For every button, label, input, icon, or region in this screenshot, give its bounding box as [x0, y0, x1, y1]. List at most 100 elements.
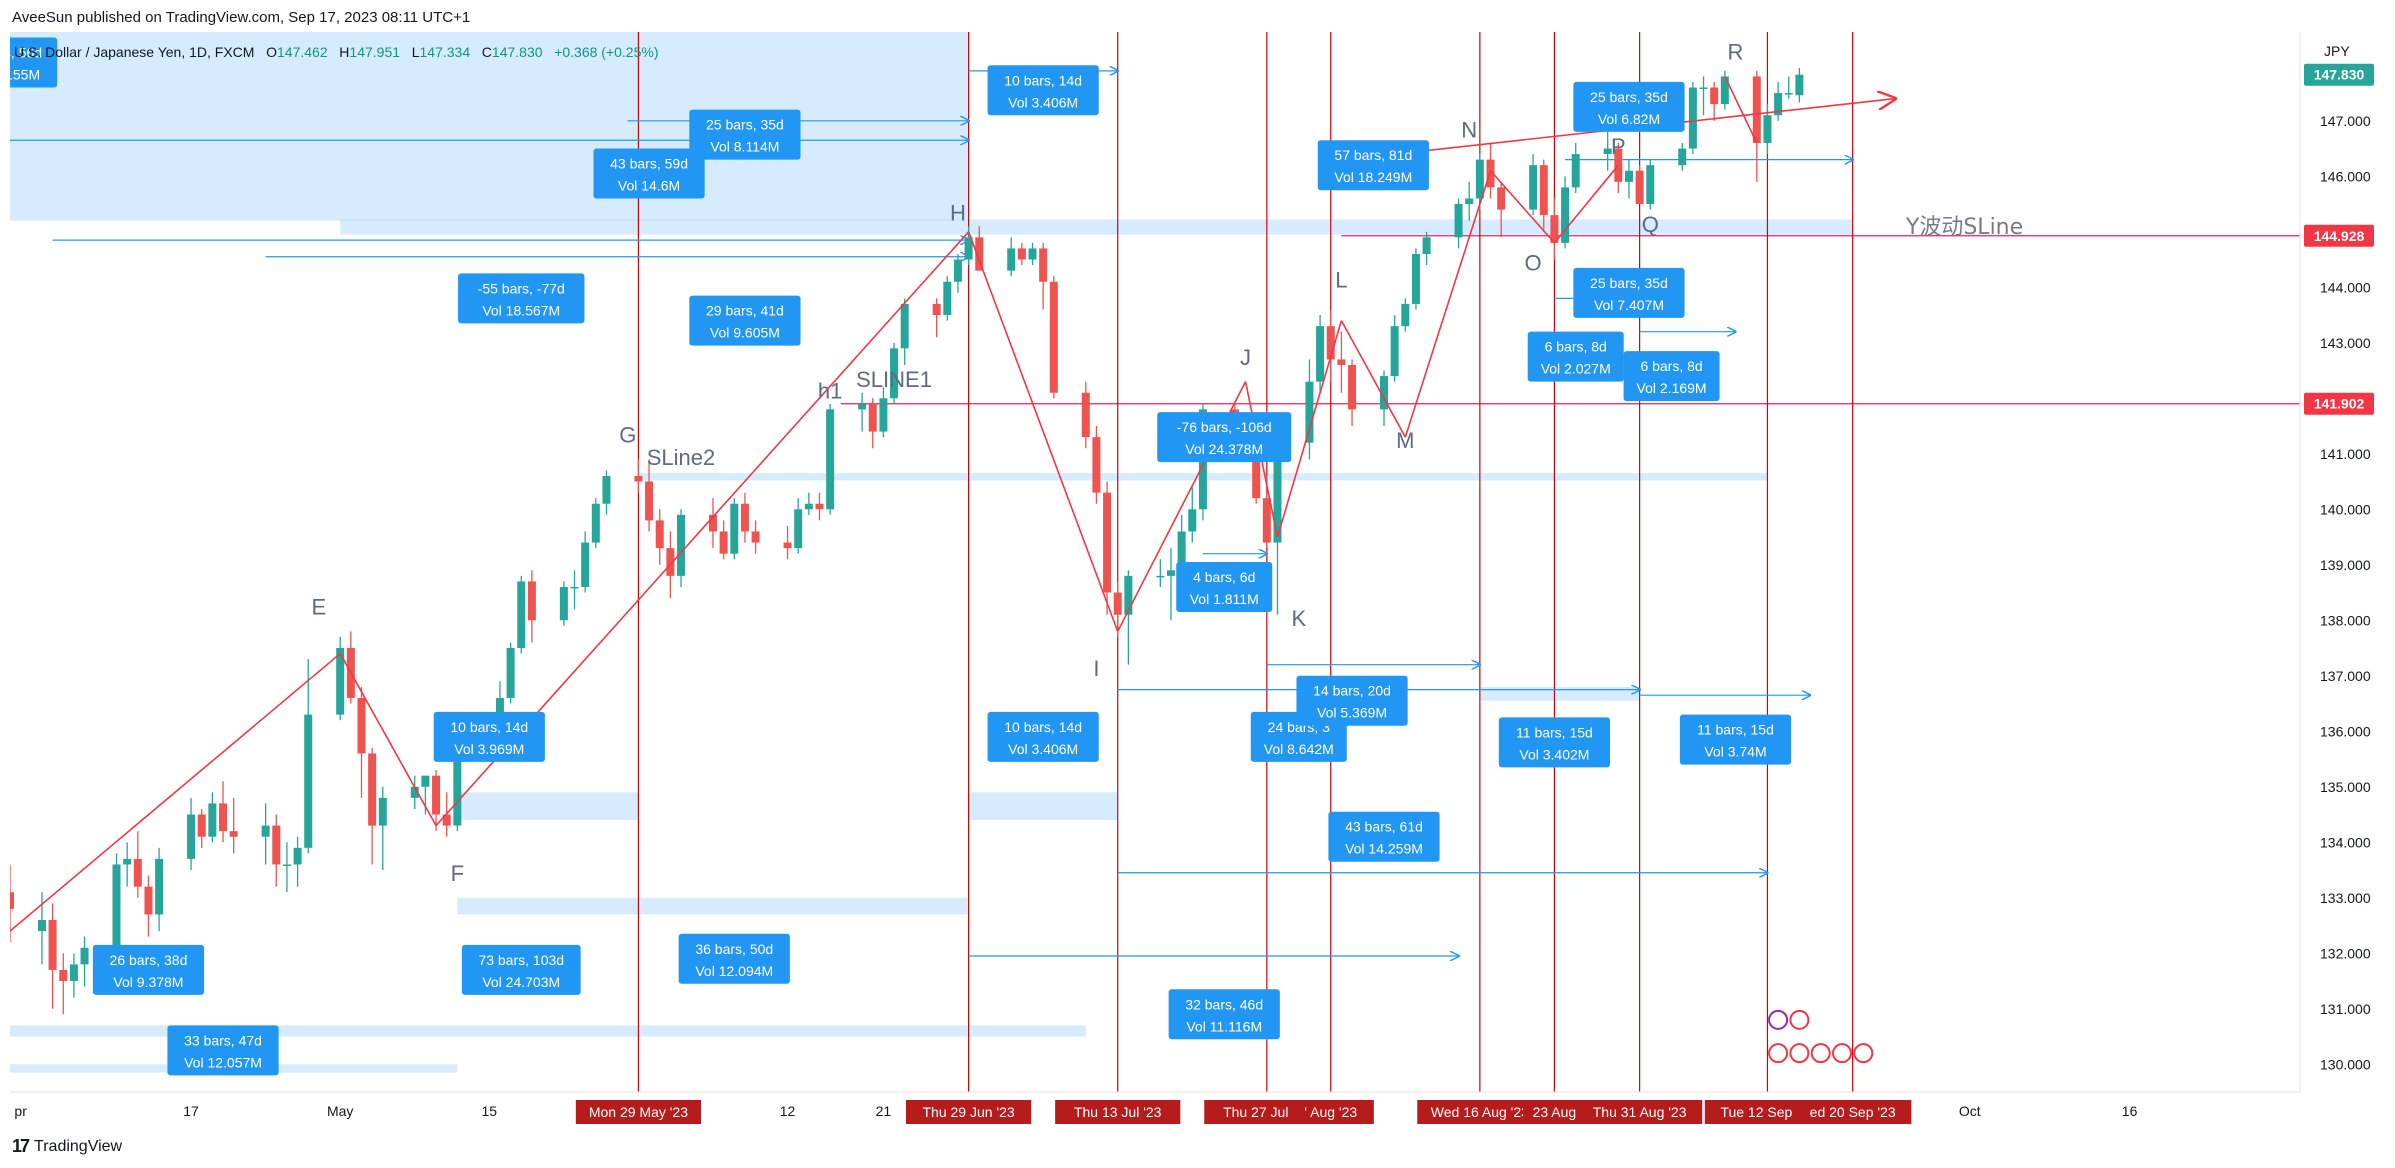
measure-label-line1: 25 bars, 35d	[706, 117, 784, 133]
candle-body	[1752, 76, 1761, 143]
price-tag-label: 144.928	[2314, 228, 2365, 244]
legend-close: 147.830	[491, 44, 543, 60]
candle-body	[1603, 148, 1612, 155]
point-label: SLINE1	[856, 367, 932, 392]
trend-line	[1724, 76, 1758, 144]
candlestick-chart[interactable]: Y波动SLine E F G SLine2 h1 SLINE1 H I J K L M N O P Q R 10 b…	[10, 32, 2385, 1126]
measure-label-line1: 26 bars, 38d	[110, 952, 188, 968]
candle-body	[815, 503, 824, 510]
candle-body	[868, 403, 877, 432]
measure-label-line2: Vol 9.605M	[710, 325, 780, 341]
measure-label-box	[167, 1025, 279, 1076]
measure-label-line2: Vol 1.811M	[1190, 591, 1259, 607]
point-label: Q	[1642, 212, 1659, 237]
y-tick-label: 138.000	[2320, 612, 2371, 628]
measure-label-box	[458, 273, 585, 324]
measure-label-line1: 36 bars, 50d	[695, 941, 773, 957]
measure-label-line2: Vol 8.114M	[710, 139, 779, 155]
measure-label-line1: 43 bars, 61d	[1345, 819, 1423, 835]
candle-body	[1039, 248, 1048, 282]
price-tag-label: 141.902	[2314, 396, 2365, 412]
measure-label-line2: Vol 7.407M	[1594, 297, 1664, 313]
candle-body	[69, 964, 78, 982]
candle-body	[336, 648, 345, 715]
candle-body	[581, 542, 590, 587]
candle-body	[1624, 170, 1633, 182]
measure-label-line2: Vol 2.027M	[1541, 361, 1611, 377]
candle-body	[1156, 575, 1165, 578]
y-tick-label: 146.000	[2320, 168, 2371, 184]
candle-body	[1454, 204, 1463, 238]
y-tick-label: 135.000	[2320, 779, 2371, 795]
legend-symbol: U.S. Dollar / Japanese Yen, 1D, FXCM	[14, 44, 255, 60]
event-icon	[1853, 1043, 1874, 1064]
candle-body	[879, 398, 888, 432]
measure-label-line2: Vol 14.6M	[618, 178, 680, 194]
point-label: F	[451, 861, 464, 886]
event-icon	[1768, 1009, 1789, 1030]
measure-label-box	[1573, 267, 1685, 318]
candle-body	[37, 919, 46, 932]
level-label: Y波动SLine	[1905, 215, 2023, 240]
measure-label-box	[1176, 561, 1273, 612]
ohlc-legend: U.S. Dollar / Japanese Yen, 1D, FXCM O14…	[14, 44, 658, 60]
candle-body	[1092, 437, 1101, 493]
trend-line	[339, 653, 437, 827]
measure-label-line1: -55 bars, -77d	[478, 280, 565, 296]
candle-body	[740, 503, 749, 532]
y-tick-label: 134.000	[2320, 834, 2371, 850]
candle-body	[1273, 442, 1282, 543]
measure-label-line2: Vol 12.094M	[695, 963, 773, 979]
candle-body	[964, 237, 973, 260]
brand-name: TradingView	[34, 1137, 123, 1155]
candle-body	[48, 919, 57, 970]
measure-label-line2: Vol 12.057M	[184, 1054, 262, 1070]
measure-label-line2: Vol 8.642M	[1264, 741, 1334, 757]
candle-body	[1646, 165, 1655, 205]
date-tag-label: Tue 12 Sep '23	[1720, 1104, 1814, 1120]
measure-label-line1: 6 bars, 8d	[1545, 339, 1607, 355]
trend-line	[1404, 170, 1492, 438]
candle-body	[804, 503, 813, 510]
candle-body	[1497, 187, 1506, 210]
measure-label-line2: Vol 6.82M	[1598, 111, 1660, 127]
candle-body	[1422, 237, 1431, 254]
trend-line	[967, 231, 1119, 632]
candle-body	[304, 714, 313, 848]
trend-line	[1276, 320, 1343, 538]
measure-label-box	[1527, 331, 1624, 382]
candle-body	[1337, 359, 1346, 365]
price-tag-box	[2304, 224, 2374, 247]
legend-open: 147.462	[277, 44, 328, 60]
measure-label-line2: Vol 11.116M	[1186, 1018, 1262, 1034]
candle-body	[1465, 198, 1474, 205]
price-tag-box	[2304, 63, 2374, 86]
x-tick-label: 16	[2122, 1103, 2138, 1119]
y-tick-label: 136.000	[2320, 723, 2371, 739]
measure-label-line1: 29 bars, 41d	[706, 303, 784, 319]
candle-body	[783, 542, 792, 549]
candle-body	[517, 581, 526, 649]
measure-label-line2: Vol 2.169M	[1637, 380, 1707, 396]
candle-body	[559, 586, 568, 621]
point-label: G	[619, 423, 636, 448]
tradingview-logo[interactable]: 17 TradingView	[12, 1136, 122, 1157]
candle-body	[208, 803, 217, 837]
measure-label-line2: Vol 3.402M	[1519, 746, 1589, 762]
chart-frame[interactable]: Y波动SLine E F G SLine2 h1 SLINE1 H I J K L M N O P Q R 10 b…	[10, 32, 2385, 1126]
candle-body	[410, 786, 419, 798]
y-tick-label: 131.000	[2320, 1001, 2371, 1017]
candle-body	[1720, 76, 1729, 105]
date-tag-label: ed 20 Sep '23	[1810, 1104, 1896, 1120]
candle-body	[1539, 165, 1548, 216]
range-box	[340, 219, 1853, 235]
legend-high-label: H	[339, 44, 350, 60]
measure-label-line2: Vol 3.74M	[1704, 744, 1766, 760]
measure-label-box	[1168, 989, 1280, 1040]
candle-body	[59, 969, 68, 982]
date-tag-box	[1055, 1100, 1181, 1124]
date-tag-box	[575, 1100, 702, 1124]
candle-body	[1124, 575, 1133, 615]
trend-line	[1553, 164, 1619, 244]
y-tick-label: 139.000	[2320, 557, 2371, 573]
